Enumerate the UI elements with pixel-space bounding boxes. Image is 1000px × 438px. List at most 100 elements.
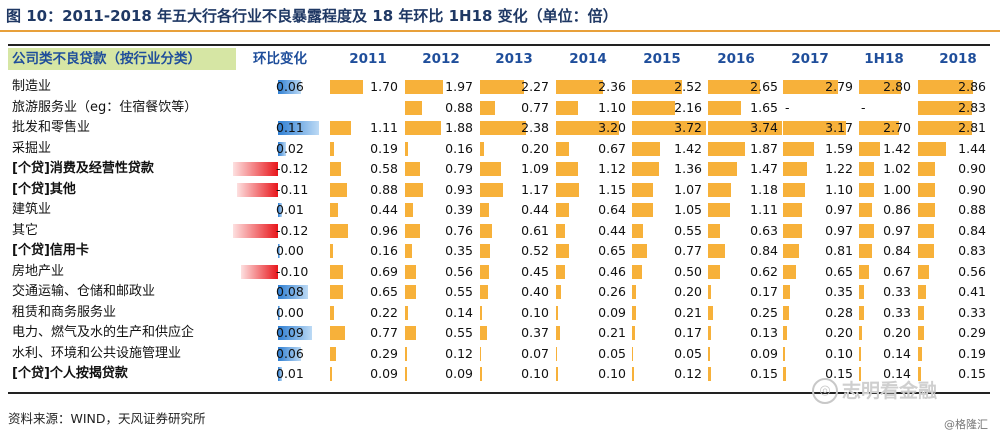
- value-bar: [330, 182, 347, 197]
- value-bar: [405, 305, 408, 320]
- value-number: 0.33: [883, 284, 911, 299]
- value-cell: 0.62: [708, 262, 782, 282]
- value-cell: 0.93: [405, 180, 477, 200]
- figure-title: 图 10：2011-2018 年五大行各行业不良暴露程度及 18 年环比 1H1…: [6, 7, 618, 25]
- value-number: 0.21: [598, 325, 626, 340]
- value-number: 2.86: [958, 79, 986, 94]
- value-cell: 1.12: [556, 159, 630, 179]
- value-bar: [480, 141, 484, 156]
- value-bar: [708, 203, 730, 217]
- value-cell: 0.10: [480, 364, 553, 384]
- value-bar: [783, 141, 815, 156]
- value-cell: 0.28: [783, 303, 857, 323]
- value-cell: 0.63: [708, 221, 782, 241]
- value-bar: [783, 162, 808, 176]
- value-cell: 0.77: [330, 323, 402, 343]
- value-bar: [859, 305, 864, 320]
- value-bar: [330, 121, 352, 135]
- value-cell: 0.97: [783, 200, 857, 220]
- negative-change-bar: [236, 182, 278, 197]
- value-bar: [632, 285, 636, 299]
- value-cell: 0.96: [330, 221, 402, 241]
- value-bar: [859, 285, 864, 299]
- value-number: 0.83: [958, 243, 986, 258]
- value-cell: 1.07: [632, 180, 706, 200]
- value-bar: [480, 264, 489, 279]
- value-cell: 1.42: [859, 139, 915, 159]
- value-bar: [918, 264, 929, 279]
- value-bar: [632, 162, 659, 176]
- value-cell: 0.55: [632, 221, 706, 241]
- value-number: 0.20: [674, 284, 702, 299]
- value-cell: 0.55: [405, 323, 477, 343]
- value-bar: [330, 326, 345, 340]
- value-number: 1.07: [674, 181, 702, 197]
- value-number: 0.20: [883, 325, 911, 340]
- header-period: 2011: [349, 51, 387, 67]
- value-number: 0.69: [370, 263, 398, 279]
- change-cell: 0.09: [228, 323, 316, 343]
- value-bar: [330, 203, 339, 217]
- value-cell: 1.09: [480, 159, 553, 179]
- value-number: 0.56: [445, 263, 473, 279]
- value-number: 0.17: [674, 325, 702, 340]
- title-divider: [0, 30, 1000, 32]
- value-cell: [330, 98, 402, 118]
- value-number: 0.12: [674, 366, 702, 381]
- value-number: 2.79: [825, 79, 853, 94]
- header-period: 2018: [939, 51, 977, 67]
- value-number: 0.65: [370, 284, 398, 299]
- value-bar: [783, 80, 839, 94]
- value-cell: 0.84: [918, 221, 990, 241]
- change-cell: 0.01: [228, 364, 316, 384]
- value-bar: [859, 346, 862, 361]
- value-bar: [480, 162, 502, 176]
- value-number: 2.27: [521, 79, 549, 94]
- value-cell: 0.25: [708, 303, 782, 323]
- value-bar: [556, 346, 557, 361]
- value-number: 0.45: [521, 263, 549, 279]
- header-period: 2017: [791, 51, 829, 67]
- value-cell: 0.35: [405, 241, 477, 261]
- change-value: -0.12: [276, 222, 309, 238]
- value-cell: 0.84: [859, 241, 915, 261]
- value-bar: [859, 182, 874, 197]
- value-number: 0.10: [521, 366, 549, 381]
- value-bar: [783, 367, 786, 381]
- value-number: 1.00: [883, 181, 911, 197]
- value-number: 1.36: [674, 161, 702, 176]
- value-cell: 0.90: [918, 180, 990, 200]
- value-cell: 2.16: [632, 98, 706, 118]
- value-bar: [783, 285, 790, 299]
- value-cell: 0.40: [480, 282, 553, 302]
- value-bar: [556, 203, 569, 217]
- value-number: 2.38: [521, 120, 549, 135]
- value-number: 0.15: [958, 366, 986, 381]
- value-cell: 0.83: [918, 241, 990, 261]
- value-cell: 0.14: [405, 303, 477, 323]
- value-cell: 0.67: [859, 262, 915, 282]
- value-bar: [918, 203, 935, 217]
- value-bar: [480, 285, 488, 299]
- value-cell: 1.11: [708, 200, 782, 220]
- header-period: 2015: [643, 51, 681, 67]
- row-label: 房地产业: [12, 263, 65, 279]
- value-bar: [556, 367, 558, 381]
- value-cell: 0.88: [405, 98, 477, 118]
- value-bar: [859, 223, 874, 238]
- value-cell: 0.35: [783, 282, 857, 302]
- value-cell: 1.15: [556, 180, 630, 200]
- value-cell: 2.70: [859, 118, 915, 138]
- change-value: 0.06: [276, 79, 304, 94]
- value-number: 0.17: [750, 284, 778, 299]
- value-number: 1.15: [598, 181, 626, 197]
- row-label: 租赁和商务服务业: [12, 304, 117, 320]
- value-cell: 3.72: [632, 118, 706, 138]
- value-cell: 0.22: [330, 303, 402, 323]
- value-number: 0.84: [750, 243, 778, 258]
- value-cell: 0.55: [405, 282, 477, 302]
- value-bar: [708, 264, 721, 279]
- value-number: 0.79: [445, 161, 473, 176]
- value-number: 2.81: [958, 120, 986, 135]
- value-cell: 2.36: [556, 77, 630, 97]
